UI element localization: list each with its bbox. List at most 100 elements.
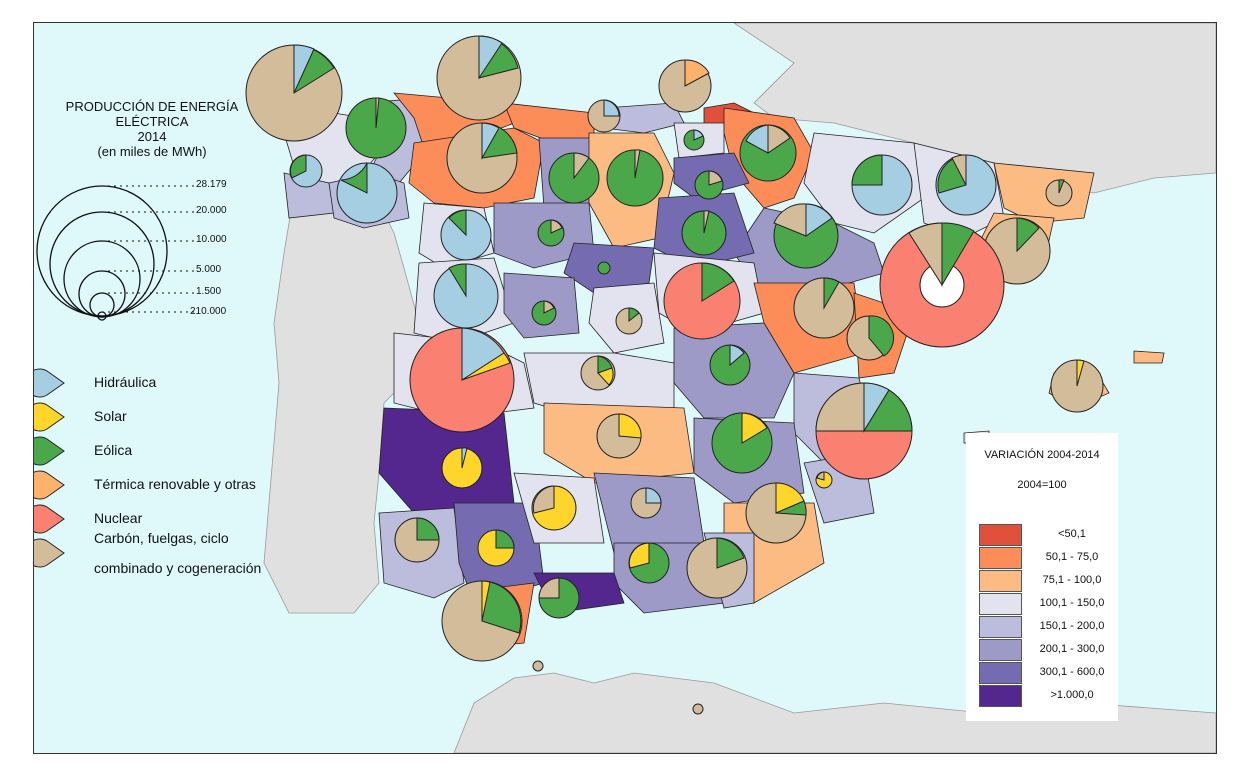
scale-label-3: 10.000 <box>196 234 227 245</box>
scale-circle-2 <box>49 211 155 317</box>
scale-circles <box>36 185 168 321</box>
scale-label-6: 210.000 <box>190 306 227 317</box>
pie-lugo <box>345 97 407 159</box>
pie-cadiz <box>441 580 523 662</box>
pie-alava <box>683 129 705 151</box>
pie-valencia <box>815 382 913 480</box>
pie-huesca <box>851 154 913 216</box>
pie-asturias <box>245 44 343 142</box>
scale-label-1: 28.179 <box>196 179 227 190</box>
pie-cordoba <box>531 485 577 531</box>
pie-toledo <box>580 355 616 391</box>
swatch-label-1: <50,1 <box>1058 528 1086 540</box>
pie-navarra <box>739 124 797 182</box>
pie-albacete <box>711 412 773 474</box>
hydro-icon <box>34 368 65 398</box>
swatch-3 <box>979 570 1022 592</box>
pie-murcia <box>686 537 748 599</box>
pie-charts <box>245 35 1104 715</box>
title-line-4: (en miles de MWh) <box>97 144 207 159</box>
pie-ourense <box>336 162 398 224</box>
pie-melilla <box>692 703 704 715</box>
pie-sevilla <box>477 529 515 567</box>
pie-zaragoza <box>773 203 839 269</box>
pie-caceres <box>409 327 515 433</box>
pie-lleida <box>935 154 997 216</box>
pie-granada <box>628 542 670 584</box>
wind-icon <box>34 436 65 466</box>
nuclear-icon <box>34 504 65 534</box>
swatch-5 <box>979 616 1022 638</box>
title-line-1: PRODUCCIÓN DE ENERGÍA <box>65 99 239 114</box>
pie-tarragona <box>879 222 1005 348</box>
variation-legend-title: VARIACIÓN 2004-2014 <box>984 449 1100 461</box>
swatch-label-2: 50,1 - 75,0 <box>1045 551 1099 563</box>
pie-ceuta <box>532 660 544 672</box>
swatch-7 <box>979 662 1022 684</box>
pie-palencia <box>587 99 621 133</box>
pie-cuenca <box>709 344 751 386</box>
scale-circle-3 <box>63 240 141 318</box>
swatch-1 <box>979 524 1022 546</box>
scale-circle-4 <box>78 270 126 318</box>
pie-madrid <box>615 307 643 335</box>
swatch-6 <box>979 639 1022 661</box>
solar-icon <box>34 402 65 432</box>
swatch-label-3: 75,1 - 100,0 <box>1042 574 1102 586</box>
pie-madrid-small <box>597 261 611 275</box>
variation-legend-subtitle: 2004=100 <box>1017 479 1067 491</box>
scale-label-5: 1.500 <box>196 286 222 297</box>
pie-segovia <box>537 219 565 247</box>
pie-biscay <box>658 59 712 113</box>
pie-ciudad-real <box>596 413 642 459</box>
pie-guadalajara <box>663 262 741 340</box>
scale-circle-1 <box>36 185 168 317</box>
pie-huelva <box>394 517 440 563</box>
africa-land <box>453 672 1216 753</box>
province-girona <box>993 162 1095 224</box>
legend-solar-label: Solar <box>94 408 127 424</box>
pie-cantabria <box>436 35 522 121</box>
variation-legend: VARIACIÓN 2004-2014 2004=100 <50,1 50,1 … <box>966 433 1118 721</box>
pie-baleares <box>1050 359 1104 413</box>
legend-coal-label: Carbón, fuelgas, ciclo <box>94 530 229 546</box>
scale-label-4: 5.000 <box>196 264 222 275</box>
swatch-label-4: 100,1 - 150,0 <box>1039 597 1105 609</box>
pie-malaga <box>538 577 580 619</box>
swatch-4 <box>979 593 1022 615</box>
scale-label-2: 20.000 <box>196 205 227 216</box>
portugal-land <box>263 172 420 614</box>
pie-teruel <box>793 277 855 339</box>
coal-fuel-icon <box>34 538 65 568</box>
province-menorca <box>1133 350 1165 364</box>
title-line-3: 2014 <box>137 129 167 144</box>
pie-burgos <box>606 149 664 207</box>
thermal-renewable-icon <box>34 470 65 500</box>
energy-legend-icons <box>34 368 65 568</box>
pie-badajoz <box>441 447 483 489</box>
legend-thermal-label: Térmica renovable y otras <box>94 476 256 492</box>
scale-circle-5 <box>89 292 115 318</box>
map-frame: PRODUCCIÓN DE ENERGÍA ELÉCTRICA 2014 (en… <box>33 22 1217 754</box>
pie-la-rioja <box>694 170 724 200</box>
legend-wind-label: Eólica <box>94 442 133 458</box>
legend-nuclear-label: Nuclear <box>94 510 143 526</box>
legend-hydro-label: Hidráulica <box>94 374 157 390</box>
pie-leon <box>446 122 518 194</box>
map-title: PRODUCCIÓN DE ENERGÍA ELÉCTRICA 2014 (en… <box>42 99 262 159</box>
pie-castellon <box>846 315 894 361</box>
swatch-label-8: >1.000,0 <box>1050 689 1094 701</box>
pie-soria <box>681 210 727 256</box>
pie-avila <box>531 300 557 326</box>
pie-zamora <box>440 209 492 261</box>
swatch-label-6: 200,1 - 300,0 <box>1039 643 1105 655</box>
pie-ibiza <box>815 471 833 489</box>
pie-jaen <box>630 487 662 519</box>
pie-a-coruna <box>289 154 323 188</box>
swatch-2 <box>979 547 1022 569</box>
swatch-label-5: 150,1 - 200,0 <box>1039 620 1105 632</box>
swatch-label-7: 300,1 - 600,0 <box>1039 666 1105 678</box>
pie-girona <box>1045 179 1073 207</box>
pie-valladolid <box>548 152 600 204</box>
swatch-8 <box>979 685 1022 707</box>
